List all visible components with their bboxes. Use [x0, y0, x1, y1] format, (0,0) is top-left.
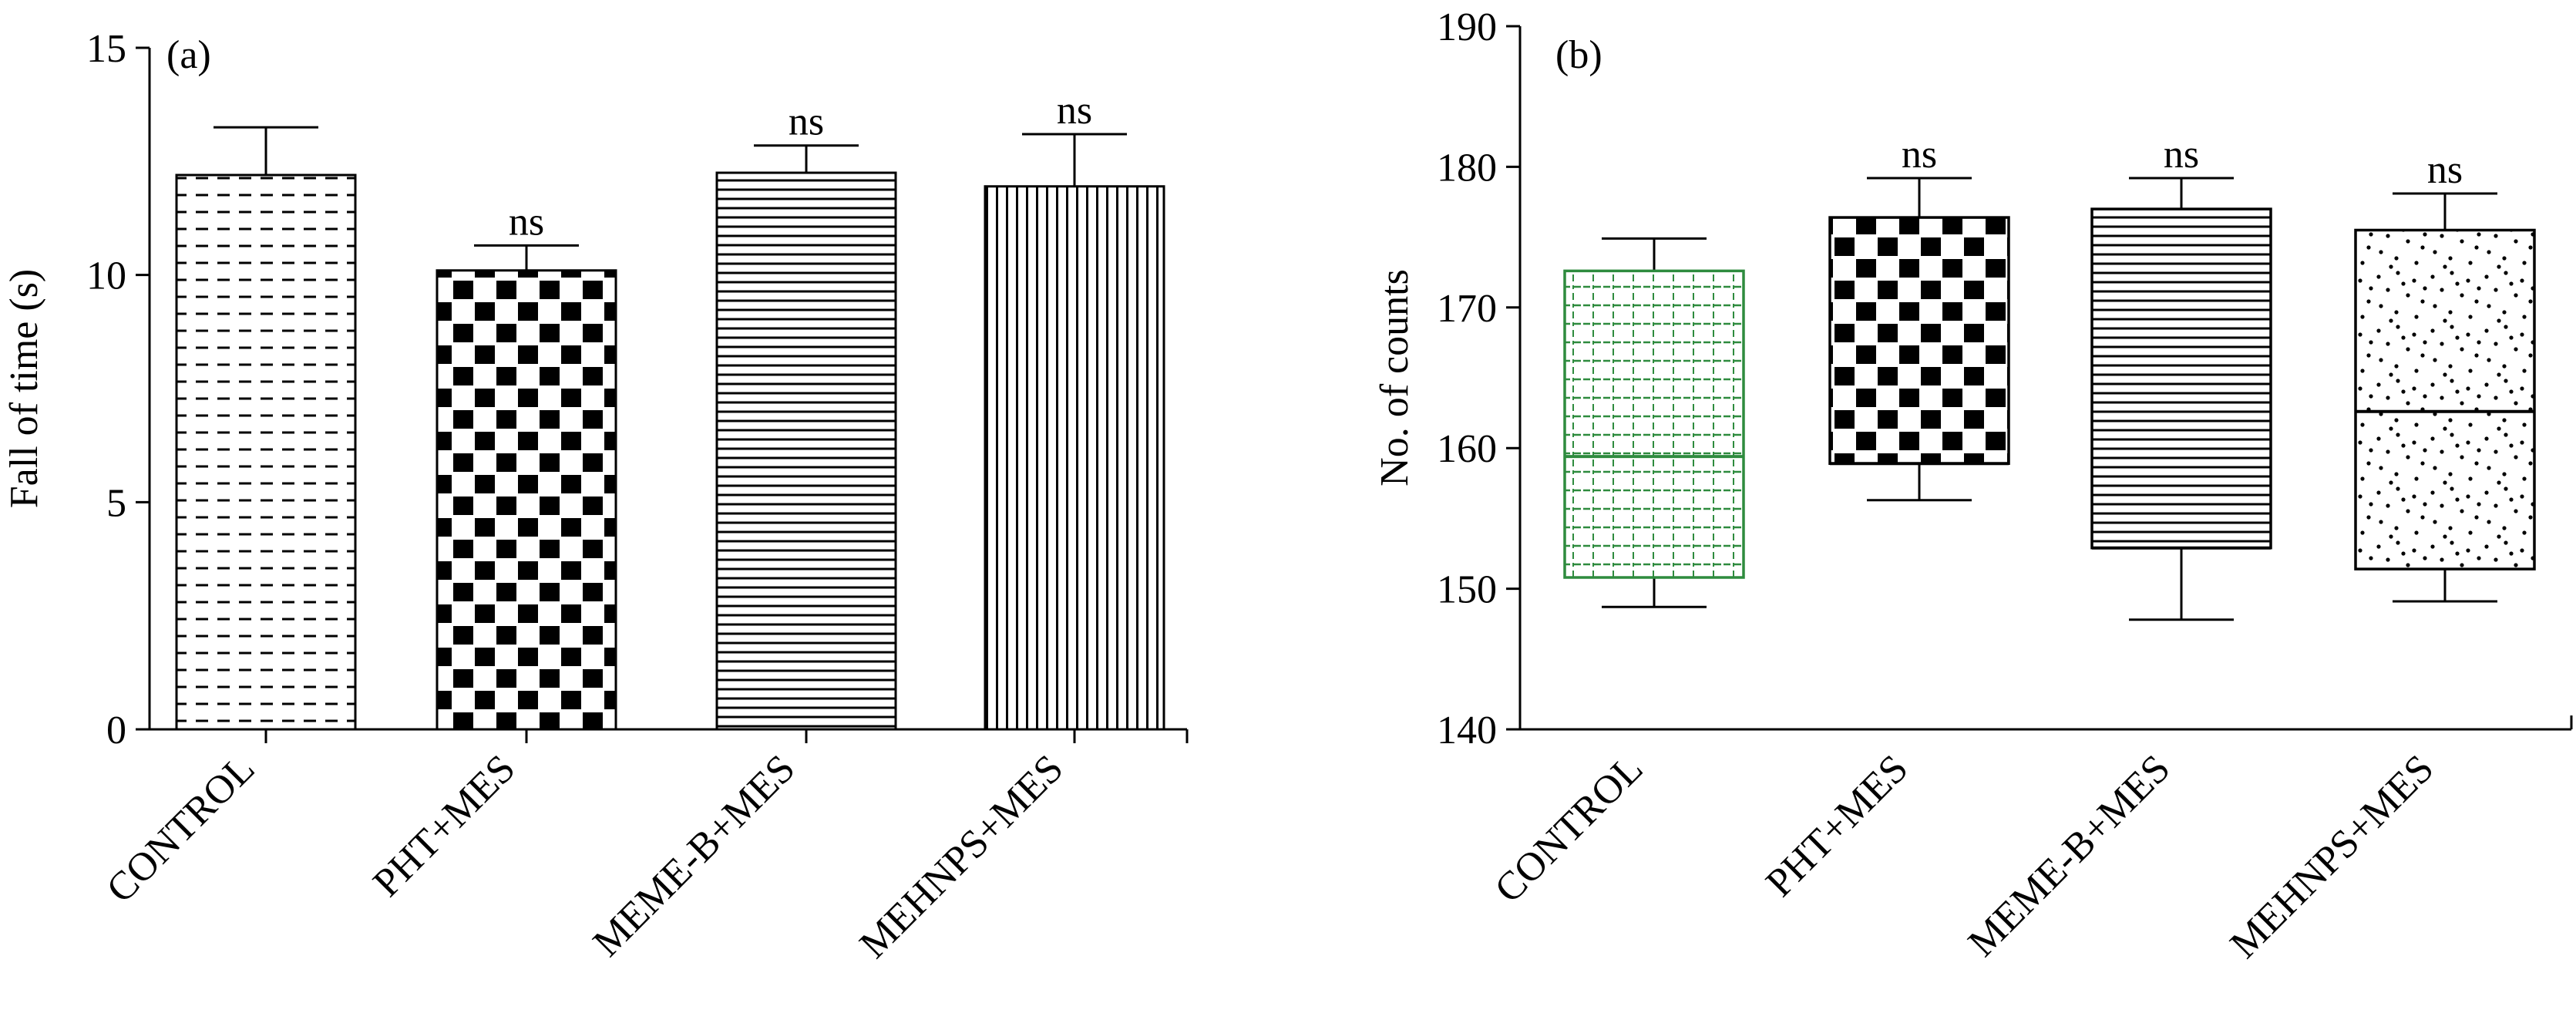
category-label-b: MEHNPS+MES [2222, 746, 2443, 967]
category-label-b: PHT+MES [1757, 746, 1916, 905]
bar [435, 269, 617, 731]
significance-label: ns [1057, 89, 1092, 133]
y-tick-label-b: 180 [1437, 146, 1497, 190]
box [2090, 207, 2272, 550]
category-label-a: MEHNPS+MES [852, 746, 1072, 967]
bar [984, 185, 1165, 731]
significance-label: ns [1902, 133, 1937, 177]
panel-label-a: (a) [166, 33, 211, 77]
box [1563, 269, 1745, 579]
y-axis-title-b: No. of counts [1373, 269, 1417, 486]
significance-label: ns [2164, 133, 2199, 177]
bar [175, 173, 357, 731]
y-tick-label-b: 150 [1437, 568, 1497, 612]
y-tick-label-a: 5 [106, 481, 126, 525]
category-label-a: PHT+MES [365, 746, 523, 905]
category-label-b: CONTROL [1487, 746, 1652, 911]
y-tick-label-a: 10 [86, 254, 126, 298]
y-tick-label-b: 170 [1437, 287, 1497, 331]
y-tick-label-b: 140 [1437, 709, 1497, 752]
y-tick-label-a: 0 [106, 709, 126, 752]
significance-label: ns [509, 200, 544, 244]
y-tick-label-a: 15 [86, 27, 126, 71]
category-label-a: CONTROL [99, 746, 264, 911]
chart-a: 0 5 10 15 Fall of time (s) (a) CONTROL ns PHT+ME… [2, 27, 1189, 967]
box [1828, 216, 2010, 466]
panel-label-b: (b) [1555, 33, 1602, 77]
bar [715, 171, 897, 731]
y-tick-label-b: 160 [1437, 427, 1497, 471]
significance-label: ns [789, 100, 824, 144]
category-label-a: MEME-B+MES [585, 746, 804, 965]
box [2354, 228, 2536, 571]
significance-label: ns [2427, 148, 2463, 192]
category-label-b: MEME-B+MES [1960, 746, 2179, 965]
chart-b: 140 150 160 170 180 190 No. of counts (b) CONTRO… [1373, 5, 2573, 967]
y-tick-label-b: 190 [1437, 5, 1497, 49]
y-axis-title-a: Fall of time (s) [2, 269, 46, 509]
